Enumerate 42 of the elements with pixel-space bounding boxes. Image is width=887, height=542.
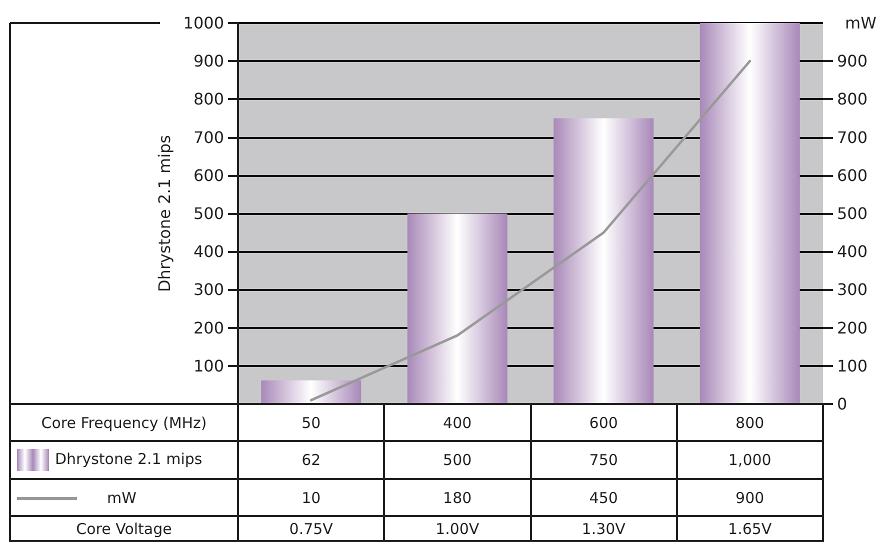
y2-tick-label: 0 <box>837 394 848 414</box>
y2-tick-label: 400 <box>837 242 868 262</box>
y-tick-label: 800 <box>193 90 224 109</box>
data-label: 450 <box>530 479 677 516</box>
x-tick-label: 400 <box>384 404 530 441</box>
y-tick-label: 900 <box>193 52 224 71</box>
data-label: 180 <box>384 479 530 516</box>
y2-tick-label: 500 <box>837 204 868 223</box>
y-tick-label: 400 <box>193 242 224 262</box>
y2-tick-label: 900 <box>837 52 868 71</box>
text: Core Voltage <box>10 516 238 541</box>
data-label: 10 <box>238 479 384 516</box>
x-tick-label: 600 <box>530 404 677 441</box>
y2-tick-label: 700 <box>837 128 868 147</box>
data-label: 900 <box>676 479 823 516</box>
data-label: 1,000 <box>676 441 823 479</box>
y-tick-label: 300 <box>193 280 224 300</box>
y2-tick-label: 200 <box>837 318 868 338</box>
y-tick-label: 700 <box>193 128 224 147</box>
y-tick-label: 200 <box>193 318 224 338</box>
text: 1.30V <box>530 516 677 541</box>
y2-tick-label: 100 <box>837 356 868 376</box>
y2-tick-label: 300 <box>837 280 868 300</box>
y-axis-title: Dhrystone 2.1 mips <box>154 134 174 292</box>
x-axis-title: Core Frequency (MHz) <box>10 404 238 441</box>
text: 0.75V <box>238 516 384 541</box>
data-label: 750 <box>530 441 677 479</box>
text: 1.00V <box>384 516 530 541</box>
y-tick-label: 100 <box>193 356 224 376</box>
y-tick-label: 1000 <box>183 14 224 32</box>
data-label: 62 <box>238 441 384 479</box>
y-tick-label: 600 <box>193 166 224 185</box>
x-tick-label: 800 <box>676 404 823 441</box>
y2-tick-label: 600 <box>837 166 868 185</box>
text: 1.65V <box>676 516 823 541</box>
y-tick-label: 500 <box>193 204 224 223</box>
y2-axis-title: mW <box>845 14 877 32</box>
data-label: 500 <box>384 441 530 479</box>
x-tick-label: 50 <box>238 404 384 441</box>
legend-label: mW <box>107 488 136 506</box>
y2-tick-label: 800 <box>837 90 868 109</box>
legend-label: Dhrystone 2.1 mips <box>55 450 202 468</box>
